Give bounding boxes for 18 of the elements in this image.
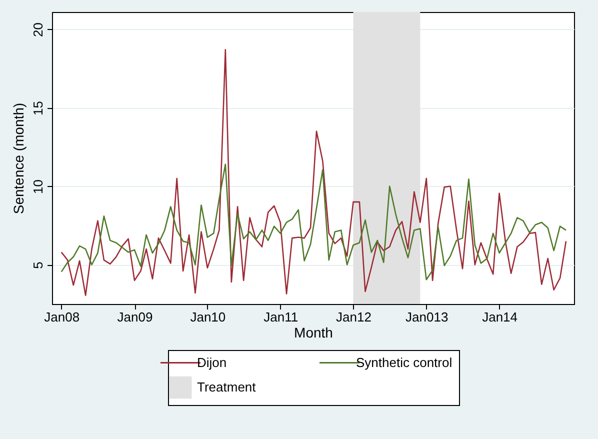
line-series [60, 164, 567, 280]
x-tick-label: Jan08 [44, 310, 80, 324]
line-series [60, 49, 567, 296]
y-tick-label: 10 [30, 180, 46, 194]
x-tick-label: Jan12 [336, 310, 372, 324]
y-axis-title: Sentence (month) [10, 102, 26, 214]
x-tick-label: Jan11 [264, 310, 298, 324]
y-tick-label: 5 [30, 262, 46, 269]
x-axis-title: Month [294, 324, 333, 340]
legend-label: Treatment [197, 380, 256, 394]
x-tick-label: Jan013 [406, 310, 448, 324]
y-tick-label: 20 [30, 22, 46, 38]
x-tick-label: Jan10 [190, 310, 226, 324]
x-tick-label: Jan14 [482, 310, 518, 324]
x-tick-label: Jan09 [117, 310, 153, 324]
legend-label: Dijon [197, 354, 227, 370]
y-tick-label: 15 [30, 101, 46, 116]
legend-label: Synthetic control [356, 354, 452, 370]
